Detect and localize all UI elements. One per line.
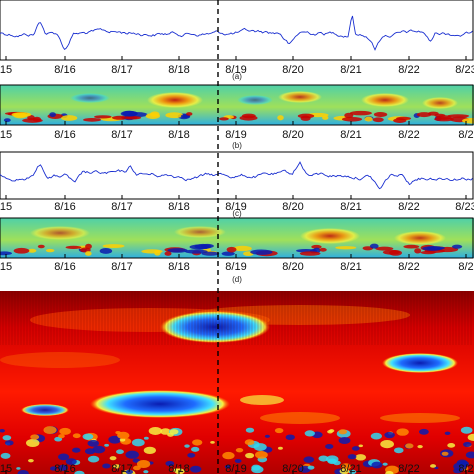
x-tick-label: 8/2 <box>458 129 473 141</box>
x-tick-label: 8/16 <box>54 129 75 141</box>
x-tick-label: 8/21 <box>340 261 361 273</box>
x-tick-label: 8/2 <box>458 463 473 474</box>
x-tick-label: 8/21 <box>340 463 361 474</box>
panel-c-frame <box>0 151 474 200</box>
panel-c-series-line <box>0 161 473 190</box>
panel-d-caption: (d) <box>232 275 242 284</box>
x-tick-label: 15 <box>0 201 12 213</box>
x-tick-label: 8/22 <box>398 261 419 273</box>
panel-d-heatmap: 15 8/16 8/17 8/18 8/19 8/20 8/21 8/22 8/2 (d) <box>0 217 474 284</box>
x-tick-label: 8/20 <box>282 201 303 213</box>
panel-e-heatmap: 15 8/16 8/17 8/18 8/19 8/20 8/21 8/22 8/2 <box>0 291 474 474</box>
panel-a-timeseries: 15 8/16 8/17 8/18 8/19 8/20 8/21 8/22 8/23 (a) <box>0 0 474 81</box>
x-tick-label: 8/18 <box>168 463 189 474</box>
panel-c-timeseries: 15 8/16 8/17 8/18 8/19 8/20 8/21 8/22 8/23 (c) <box>0 151 474 218</box>
x-tick-label: 8/17 <box>111 129 132 141</box>
x-tick-label: 15 <box>0 261 12 273</box>
panel-b-caption: (b) <box>232 141 242 150</box>
x-tick-label: 8/22 <box>398 64 419 76</box>
x-tick-label: 8/21 <box>340 129 361 141</box>
x-tick-label: 8/23 <box>455 201 474 213</box>
panel-c-caption: (c) <box>232 209 242 218</box>
x-tick-label: 8/19 <box>225 261 246 273</box>
panel-a-frame <box>0 0 474 61</box>
x-tick-label: 8/22 <box>398 129 419 141</box>
x-tick-label: 8/19 <box>225 463 246 474</box>
panel-a-caption: (a) <box>232 72 242 81</box>
x-tick-label: 8/17 <box>111 261 132 273</box>
x-tick-label: 8/19 <box>225 129 246 141</box>
x-tick-label: 8/16 <box>54 261 75 273</box>
x-tick-label: 15 <box>0 463 12 474</box>
panel-a-series-line <box>0 15 473 51</box>
x-tick-label: 8/2 <box>458 261 473 273</box>
x-tick-label: 8/16 <box>54 201 75 213</box>
x-tick-label: 8/21 <box>340 201 361 213</box>
x-tick-label: 8/16 <box>54 64 75 76</box>
x-tick-label: 8/20 <box>282 64 303 76</box>
x-tick-label: 8/20 <box>282 261 303 273</box>
x-tick-label: 8/19 <box>225 201 246 213</box>
x-tick-label: 8/17 <box>111 64 132 76</box>
panel-e-blob-upper <box>160 311 270 343</box>
x-tick-label: 15 <box>0 129 12 141</box>
x-tick-label: 8/20 <box>282 129 303 141</box>
x-tick-label: 8/17 <box>111 463 132 474</box>
panel-b-heatmap: 15 8/16 8/17 8/18 8/19 8/20 8/21 8/22 8/2 (b) <box>0 84 474 150</box>
x-tick-label: 8/18 <box>168 201 189 213</box>
panel-e-blob-right <box>382 353 458 373</box>
x-tick-label: 8/16 <box>54 463 75 474</box>
x-tick-label: 8/22 <box>398 463 419 474</box>
x-tick-label: 8/18 <box>168 129 189 141</box>
x-tick-label: 8/18 <box>168 64 189 76</box>
x-tick-label: 8/22 <box>398 201 419 213</box>
panel-e-blob-center <box>90 390 230 418</box>
x-tick-label: 15 <box>0 64 12 76</box>
x-tick-label: 8/21 <box>340 64 361 76</box>
x-tick-label: 8/17 <box>111 201 132 213</box>
x-tick-label: 8/23 <box>455 64 474 76</box>
x-tick-label: 8/18 <box>168 261 189 273</box>
x-tick-label: 8/19 <box>225 64 246 76</box>
x-tick-label: 8/20 <box>282 463 303 474</box>
